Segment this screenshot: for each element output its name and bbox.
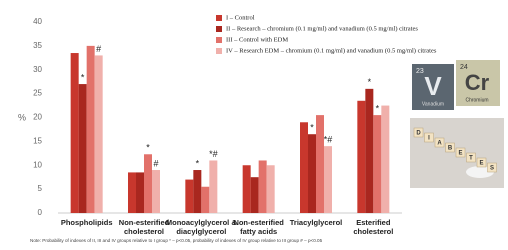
significance-label: *# [324, 135, 333, 145]
tile-letter: A [437, 141, 442, 147]
y-tick-label: 10 [33, 160, 42, 169]
bar [201, 187, 209, 213]
y-tick-label: 20 [33, 113, 42, 122]
significance-label: * [146, 143, 150, 153]
footnote: Note: Probability of indexes of II, III … [30, 238, 323, 243]
y-tick-label: 15 [33, 136, 42, 145]
legend-label: II – Research – chromium (0.1 mg/ml) and… [226, 25, 418, 32]
bar [381, 106, 389, 213]
y-tick-label: 35 [33, 41, 42, 50]
significance-label: # [96, 44, 101, 54]
bar [357, 101, 365, 213]
significance-label: * [310, 123, 314, 133]
significance-label: * [196, 158, 200, 168]
bar [87, 46, 95, 213]
tile-letter: D [416, 131, 421, 137]
bar [79, 84, 87, 213]
tile-letter: E [479, 161, 483, 167]
significance-label: * [368, 77, 372, 87]
bar [324, 146, 332, 213]
bar [267, 165, 275, 213]
bar [71, 53, 79, 213]
chart: % Note: Probability of indexes of II, II… [0, 0, 508, 250]
chromium-name: Chromium [465, 97, 488, 103]
significance-label: # [153, 158, 158, 168]
significance-label: *# [209, 149, 218, 159]
bar [259, 160, 267, 213]
bar [316, 115, 324, 213]
x-tick-label: Phospholipids [61, 218, 113, 227]
vanadium-number: 23 [416, 68, 424, 75]
bar [193, 170, 201, 213]
vanadium-symbol: V [424, 71, 442, 101]
bar [373, 115, 381, 213]
bar [251, 177, 259, 213]
y-axis-label: % [18, 112, 26, 122]
vanadium-name: Vanadium [422, 101, 444, 107]
legend-swatch [216, 26, 222, 32]
x-tick-label: Triacylglycerol [290, 218, 343, 227]
chromium-symbol: Cr [465, 70, 490, 95]
y-tick-label: 25 [33, 89, 42, 98]
legend-swatch [216, 15, 222, 21]
bar [185, 180, 193, 213]
y-tick-label: 40 [33, 17, 42, 26]
tile-letter: B [448, 146, 453, 152]
significance-label: * [81, 72, 85, 82]
significance-label: * [376, 103, 380, 113]
legend-label: III – Control with EDM [226, 36, 288, 43]
legend-swatch [216, 48, 222, 54]
tile-letter: S [490, 166, 494, 172]
bar [152, 170, 160, 213]
bar [365, 89, 373, 213]
bar [128, 172, 136, 213]
tile-letter: T [469, 156, 473, 162]
bar [136, 172, 144, 213]
legend-label: I – Control [226, 14, 255, 21]
legend-label: IV – Research EDM – chromium (0.1 mg/ml)… [226, 47, 437, 54]
bar [243, 165, 251, 213]
y-tick-label: 5 [38, 184, 43, 193]
tile-letter: E [458, 151, 462, 157]
bar [300, 122, 308, 213]
y-tick-label: 30 [33, 65, 42, 74]
bar [308, 134, 316, 213]
bar [95, 55, 103, 213]
bar [144, 154, 152, 213]
legend-swatch [216, 37, 222, 43]
bar [209, 160, 217, 213]
y-tick-label: 0 [38, 208, 43, 217]
